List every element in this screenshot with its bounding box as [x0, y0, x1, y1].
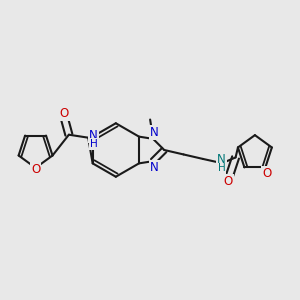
Text: H: H [218, 164, 226, 173]
Text: O: O [224, 175, 233, 188]
Text: O: O [31, 163, 40, 176]
Text: N: N [217, 153, 226, 166]
Text: N: N [150, 126, 159, 139]
Text: O: O [60, 107, 69, 120]
Text: N: N [89, 129, 98, 142]
Text: H: H [90, 139, 98, 149]
Text: N: N [150, 161, 159, 174]
Text: O: O [262, 167, 272, 180]
